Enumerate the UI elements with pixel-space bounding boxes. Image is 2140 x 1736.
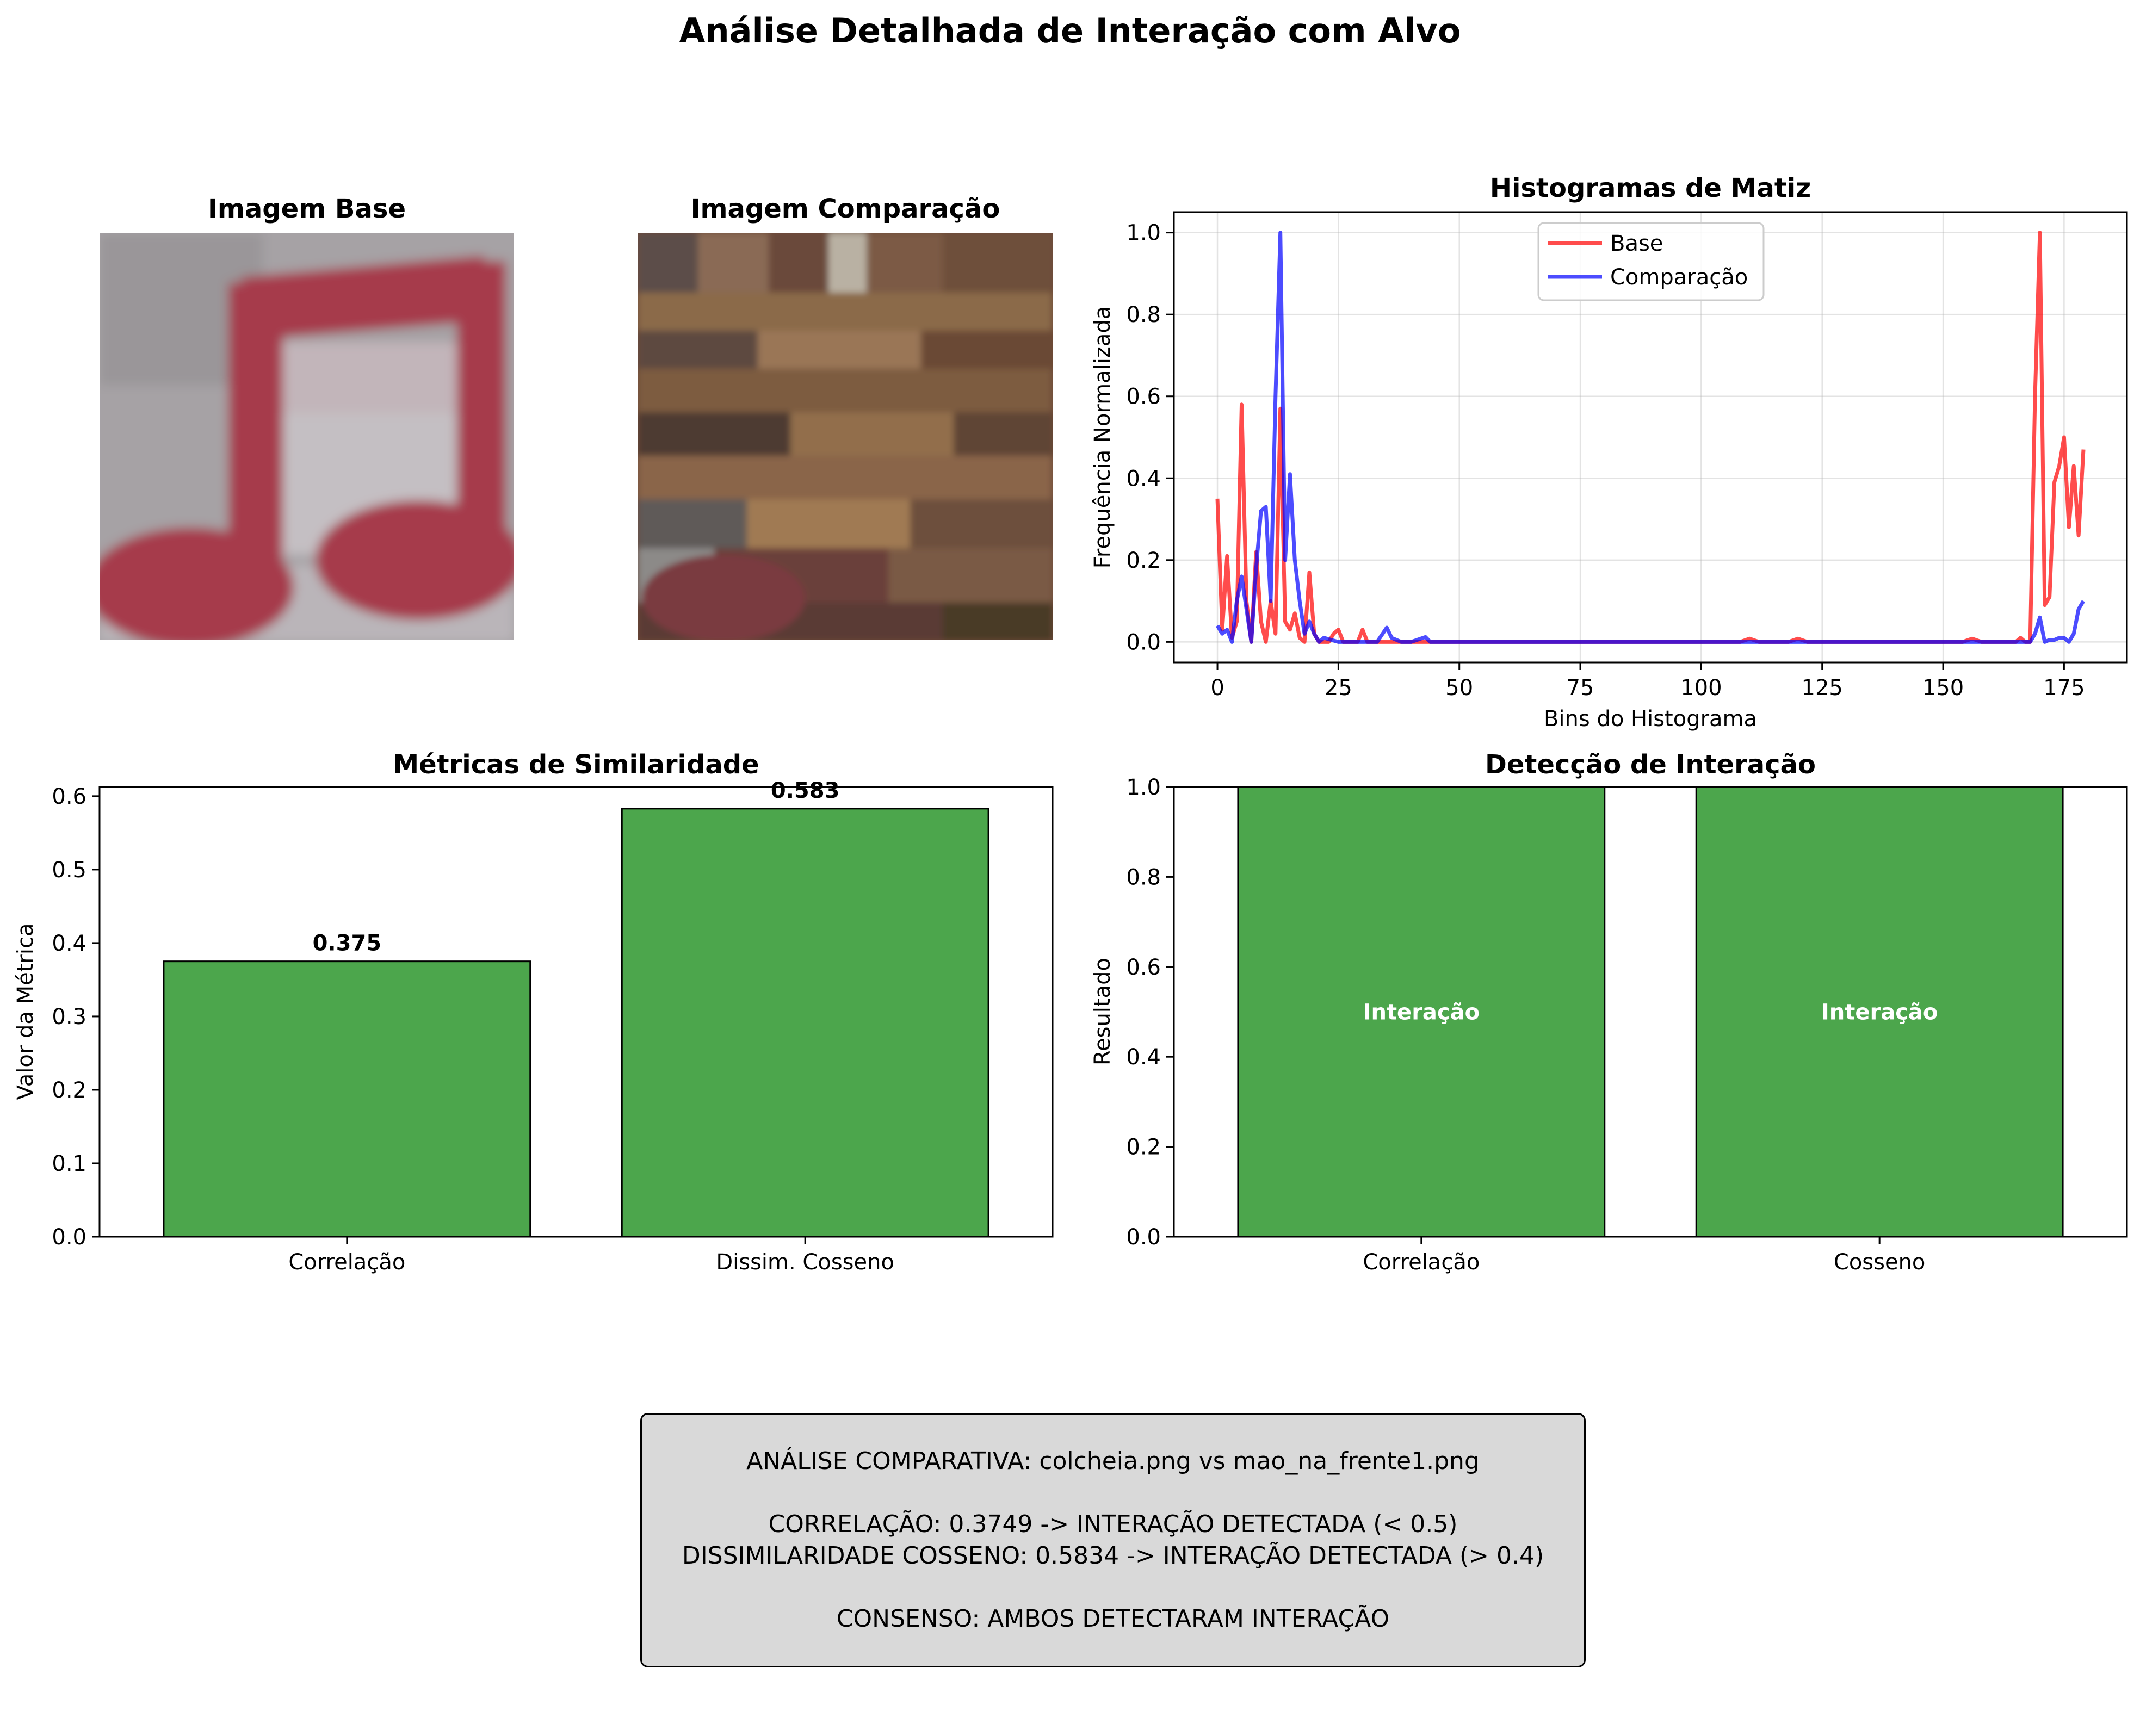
metrics-y-tick-label: 0.0 [52,1225,86,1250]
histogram-x-tick-label: 175 [2043,675,2085,700]
detection-x-tick-label: Cosseno [1834,1250,1926,1275]
summary-line-consensus: CONSENSO: AMBOS DETECTARAM INTERAÇÃO [836,1605,1390,1633]
detection-bar [1695,786,2064,1238]
histogram-legend: Base Comparação [1537,222,1765,301]
figure-title: Análise Detalhada de Interação com Alvo [679,11,1461,51]
interaction-detection-chart: Detecção de Interação Interação Interação… [1090,749,2128,1275]
metrics-y-tick-label: 0.2 [52,1078,86,1103]
detection-ticks: Correlação Cosseno 0.0 0.2 0.4 0.6 0.8 1.0 [1126,775,1925,1275]
histogram-y-tick-label: 0.6 [1126,385,1161,410]
metrics-y-tick-label: 0.3 [52,1005,86,1030]
hue-histogram-chart: Histogramas de Matiz 0 25 50 75 100 125 150 175… [1090,173,2128,731]
detection-y-tick-label: 0.2 [1126,1135,1161,1160]
detection-frame [1173,786,2128,1238]
detection-bar [1237,786,1606,1238]
summary-line-correlation: CORRELAÇÃO: 0.3749 -> INTERAÇÃO DETECTAD… [768,1510,1458,1538]
detection-x-tick-label: Correlação [1363,1250,1480,1275]
histogram-x-tick-label: 75 [1567,675,1594,700]
base-image [100,233,514,640]
detection-bars: Interação Interação [1237,786,2064,1238]
detection-y-tick-label: 0.0 [1126,1225,1161,1250]
metrics-y-tick-label: 0.6 [52,784,86,809]
detection-y-tick-label: 1.0 [1126,775,1161,800]
histogram-y-tick-label: 0.0 [1126,630,1161,655]
summary-line-cosine: DISSIMILARIDADE COSSENO: 0.5834 -> INTER… [682,1542,1544,1570]
comparison-image-title: Imagem Comparação [691,194,1000,224]
metrics-y-tick-label: 0.1 [52,1151,86,1176]
histogram-y-axis-label: Frequência Normalizada [1090,306,1115,569]
metrics-x-tick-label: Dissim. Cosseno [716,1250,894,1275]
summary-box: ANÁLISE COMPARATIVA: colcheia.png vs mao… [640,1413,1586,1667]
detection-y-tick-label: 0.6 [1126,955,1161,980]
summary-line-comparison: ANÁLISE COMPARATIVA: colcheia.png vs mao… [746,1447,1480,1475]
detection-bar-label: Interação [1821,1000,1938,1025]
histogram-series [1215,231,2086,644]
metrics-bars: 0.375 0.583 [163,778,989,1238]
histogram-y-tick-label: 1.0 [1126,221,1161,246]
comparison-image [638,233,1053,640]
metrics-y-tick-label: 0.4 [52,931,86,956]
metrics-bar-value-label: 0.583 [771,778,840,803]
histogram-y-tick-label: 0.4 [1126,466,1161,491]
histogram-x-tick-label: 25 [1325,675,1352,700]
metrics-ticks: Correlação Dissim. Cosseno 0.0 0.1 0.2 0.3 0.4… [52,784,894,1275]
metrics-bar-value-label: 0.375 [313,931,382,956]
metrics-y-axis-label: Valor da Métrica [13,923,38,1100]
metrics-frame [98,786,1054,1238]
metrics-bar [163,960,531,1238]
histogram-x-tick-label: 50 [1445,675,1473,700]
histogram-x-axis-label: Bins do Histograma [1544,706,1757,731]
detection-bar-label: Interação [1363,1000,1480,1025]
metrics-x-tick-label: Correlação [288,1250,405,1275]
legend-label-base: Base [1610,231,1663,256]
histogram-x-tick-label: 0 [1210,675,1224,700]
histogram-title: Histogramas de Matiz [1490,173,1811,203]
histogram-x-tick-label: 125 [1802,675,1843,700]
similarity-metrics-chart: Métricas de Similaridade 0.375 0.583 Corr… [13,749,1054,1275]
histogram-frame [1173,211,2128,664]
metrics-y-tick-label: 0.5 [52,858,86,883]
legend-label-comparison: Comparação [1610,265,1748,290]
detection-y-tick-label: 0.4 [1126,1045,1161,1070]
histogram-x-tick-label: 100 [1680,675,1722,700]
base-image-title: Imagem Base [208,194,406,224]
detection-y-axis-label: Resultado [1090,958,1115,1065]
histogram-y-tick-label: 0.2 [1126,548,1161,573]
metrics-chart-title: Métricas de Similaridade [393,749,759,780]
detection-chart-title: Detecção de Interação [1485,749,1816,780]
histogram-y-tick-label: 0.8 [1126,302,1161,327]
histogram-line-comparison [1215,231,2086,644]
histogram-ticks: 0 25 50 75 100 125 150 175 0.0 0.2 0.4 0.6 0.8 1.0 [1126,221,2085,700]
metrics-bar [621,808,989,1238]
detection-y-tick-label: 0.8 [1126,865,1161,890]
histogram-x-tick-label: 150 [1922,675,1964,700]
